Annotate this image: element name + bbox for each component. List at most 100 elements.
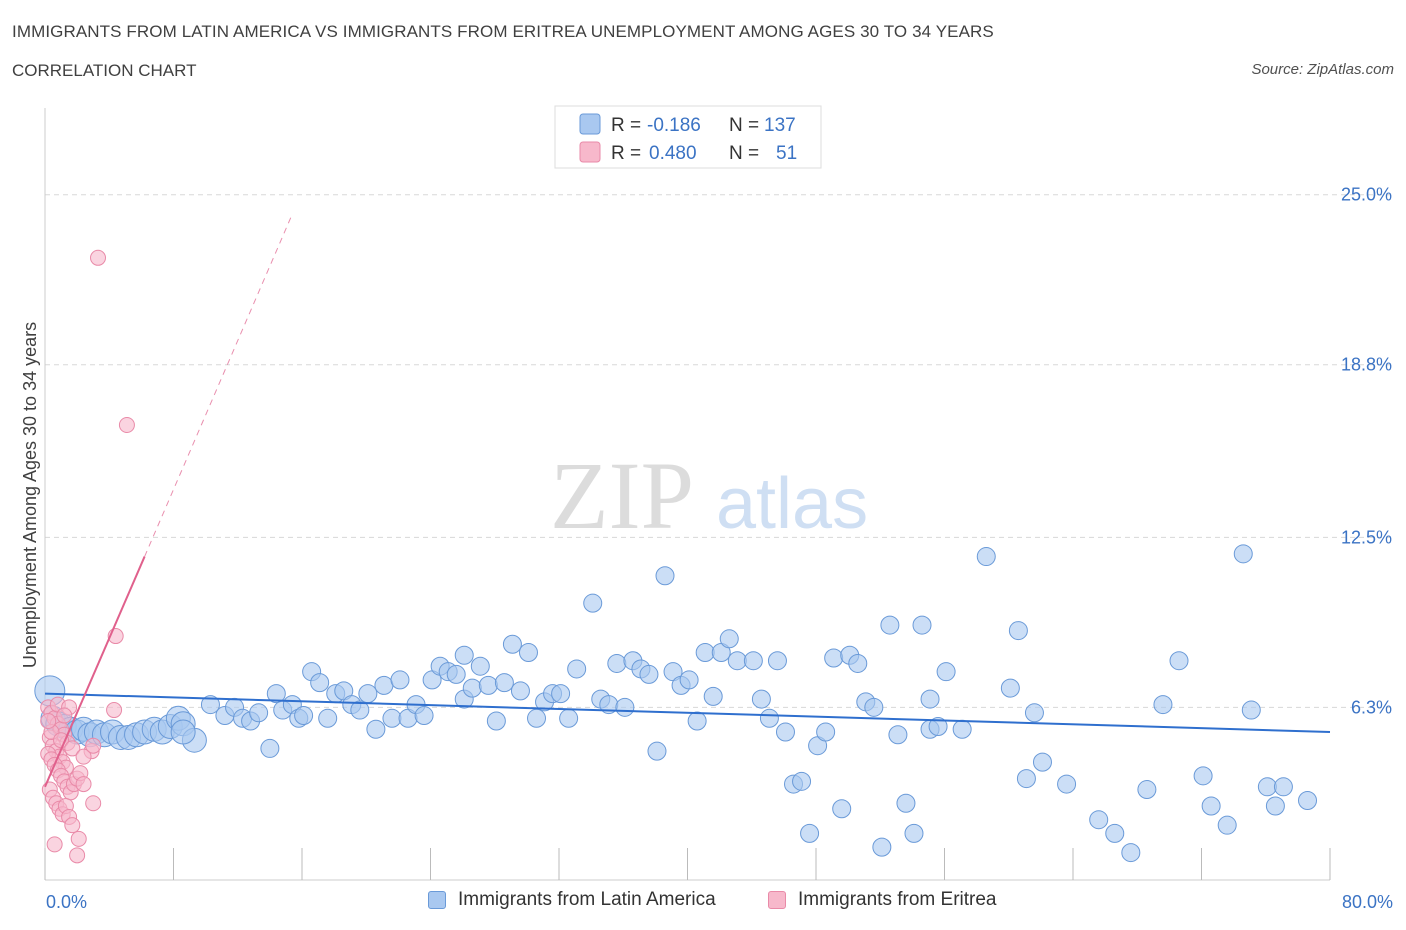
watermark-zip: ZIP	[550, 442, 694, 549]
point-latin-america	[446, 664, 466, 684]
point-latin-america	[920, 689, 940, 709]
legend-n-label-2: N =	[729, 143, 759, 164]
legend-swatch-eritrea	[768, 891, 786, 909]
point-eritrea	[56, 707, 73, 724]
point-latin-america	[1233, 544, 1253, 564]
point-latin-america	[470, 656, 490, 676]
legend-n-label-1: N =	[729, 115, 759, 136]
point-latin-america	[1008, 621, 1028, 641]
point-latin-america	[382, 708, 402, 728]
point-latin-america	[928, 717, 948, 737]
point-latin-america	[559, 708, 579, 728]
point-latin-america	[1000, 678, 1020, 698]
point-latin-america	[1193, 766, 1213, 786]
point-latin-america	[727, 651, 747, 671]
point-latin-america	[816, 722, 836, 742]
point-latin-america	[518, 642, 538, 662]
legend-item-eritrea[interactable]: Immigrants from Eritrea	[768, 889, 996, 911]
correlation-legend: R = -0.186 N = 137 R = 0.480 N = 51	[554, 105, 822, 169]
point-latin-america	[1105, 823, 1125, 843]
source-label: Source: ZipAtlas.com	[1251, 61, 1394, 78]
y-tick-label: 18.8%	[1341, 355, 1392, 375]
point-latin-america	[767, 651, 787, 671]
legend-label-latin-america: Immigrants from Latin America	[458, 889, 716, 910]
point-latin-america	[350, 700, 370, 720]
point-eritrea	[106, 702, 123, 719]
point-latin-america	[266, 684, 286, 704]
legend-item-latin-america[interactable]: Immigrants from Latin America	[428, 889, 716, 911]
point-latin-america	[1137, 780, 1157, 800]
y-tick-label: 25.0%	[1341, 185, 1392, 205]
point-latin-america	[358, 684, 378, 704]
series-legend: Immigrants from Latin America Immigrants…	[0, 889, 1406, 917]
point-eritrea	[85, 795, 102, 812]
legend-r-label-1: R =	[611, 115, 641, 136]
point-latin-america	[294, 706, 314, 726]
point-latin-america	[414, 706, 434, 726]
watermark-atlas: atlas	[716, 464, 868, 544]
point-latin-america	[647, 741, 667, 761]
point-latin-america	[1169, 651, 1189, 671]
point-eritrea	[40, 713, 57, 730]
point-latin-america	[1257, 777, 1277, 797]
point-latin-america	[759, 708, 779, 728]
point-latin-america	[486, 711, 506, 731]
point-latin-america	[832, 799, 852, 819]
point-latin-america	[366, 719, 386, 739]
point-latin-america	[502, 634, 522, 654]
point-eritrea	[85, 737, 102, 754]
point-latin-america	[260, 738, 280, 758]
trendline-latin-america	[44, 692, 1331, 733]
point-latin-america	[607, 653, 627, 673]
point-latin-america	[655, 566, 675, 586]
legend-r-value-1: -0.186	[647, 115, 701, 136]
trendline-eritrea-extension	[144, 213, 293, 557]
point-latin-america	[615, 697, 635, 717]
point-latin-america	[1089, 810, 1109, 830]
legend-r-label-2: R =	[611, 143, 641, 164]
point-eritrea	[64, 817, 81, 834]
point-latin-america	[719, 629, 739, 649]
point-latin-america	[1265, 796, 1285, 816]
point-latin-america	[800, 823, 820, 843]
y-tick-label: 6.3%	[1351, 697, 1392, 717]
point-eritrea	[64, 740, 81, 757]
points-layer	[34, 249, 1318, 864]
point-latin-america	[1273, 777, 1293, 797]
point-latin-america	[936, 662, 956, 682]
point-latin-america	[1024, 703, 1044, 723]
point-latin-america	[687, 711, 707, 731]
point-latin-america	[743, 651, 763, 671]
point-latin-america	[478, 675, 498, 695]
point-latin-america	[695, 642, 715, 662]
point-latin-america	[310, 673, 330, 693]
point-latin-america	[824, 648, 844, 668]
point-eritrea	[90, 249, 107, 266]
point-eritrea	[75, 776, 92, 793]
point-latin-america	[751, 689, 771, 709]
point-latin-america	[952, 719, 972, 739]
point-latin-america	[170, 719, 196, 745]
legend-swatch-blue	[579, 113, 601, 135]
trendline-eritrea	[44, 556, 146, 788]
point-latin-america	[454, 645, 474, 665]
point-latin-america	[1121, 843, 1141, 863]
point-latin-america	[494, 673, 514, 693]
axis-layer	[44, 108, 1331, 881]
point-latin-america	[527, 708, 547, 728]
point-latin-america	[249, 703, 269, 723]
trend-layer	[44, 213, 1331, 788]
point-latin-america	[848, 653, 868, 673]
point-latin-america	[872, 837, 892, 857]
point-latin-america	[888, 725, 908, 745]
legend-label-eritrea: Immigrants from Eritrea	[798, 889, 997, 910]
x-tick-label: 80.0%	[1342, 892, 1393, 912]
point-latin-america	[510, 681, 530, 701]
point-eritrea	[69, 847, 86, 864]
y-tick-label: 12.5%	[1341, 527, 1392, 547]
point-latin-america	[583, 593, 603, 613]
point-latin-america	[896, 793, 916, 813]
point-latin-america	[462, 678, 482, 698]
point-latin-america	[551, 684, 571, 704]
legend-n-value-1: 137	[764, 115, 796, 136]
